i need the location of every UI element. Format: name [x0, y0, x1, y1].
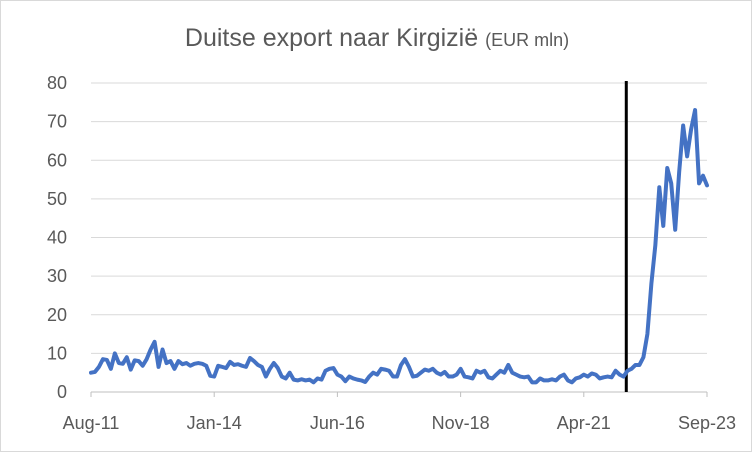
x-axis-tick-labels: Aug-11 Jan-14 Jun-16 Nov-18 Apr-21 Sep-23 [63, 413, 736, 433]
y-tick-label-80: 80 [47, 73, 67, 93]
gridlines [91, 82, 707, 354]
y-tick-label-30: 30 [47, 266, 67, 286]
y-tick-label-40: 40 [47, 228, 67, 248]
x-axis-ticks [90, 392, 708, 397]
y-tick-label-60: 60 [47, 150, 67, 170]
chart-title: Duitse export naar Kirgizië (EUR mln) [1, 23, 752, 55]
x-tick-label-sep-23: Sep-23 [678, 413, 736, 433]
series-line-export [89, 108, 709, 385]
x-tick-label-jun-16: Jun-16 [310, 413, 365, 433]
y-tick-label-50: 50 [47, 189, 67, 209]
x-tick-label-aug-11: Aug-11 [63, 413, 120, 433]
y-tick-label-20: 20 [47, 305, 67, 325]
x-tick-label-nov-18: Nov-18 [432, 413, 490, 433]
y-tick-label-70: 70 [47, 112, 67, 132]
y-tick-label-0: 0 [57, 382, 67, 402]
chart-title-text: Duitse export naar Kirgizië [184, 24, 479, 52]
x-tick-label-jan-14: Jan-14 [187, 413, 242, 433]
y-axis-tick-labels: 0 10 20 30 40 50 60 70 80 [47, 73, 67, 402]
x-tick-label-apr-21: Apr-21 [557, 413, 611, 433]
y-tick-label-10: 10 [47, 343, 67, 363]
chart-title-unit: (EUR mln) [485, 30, 570, 50]
